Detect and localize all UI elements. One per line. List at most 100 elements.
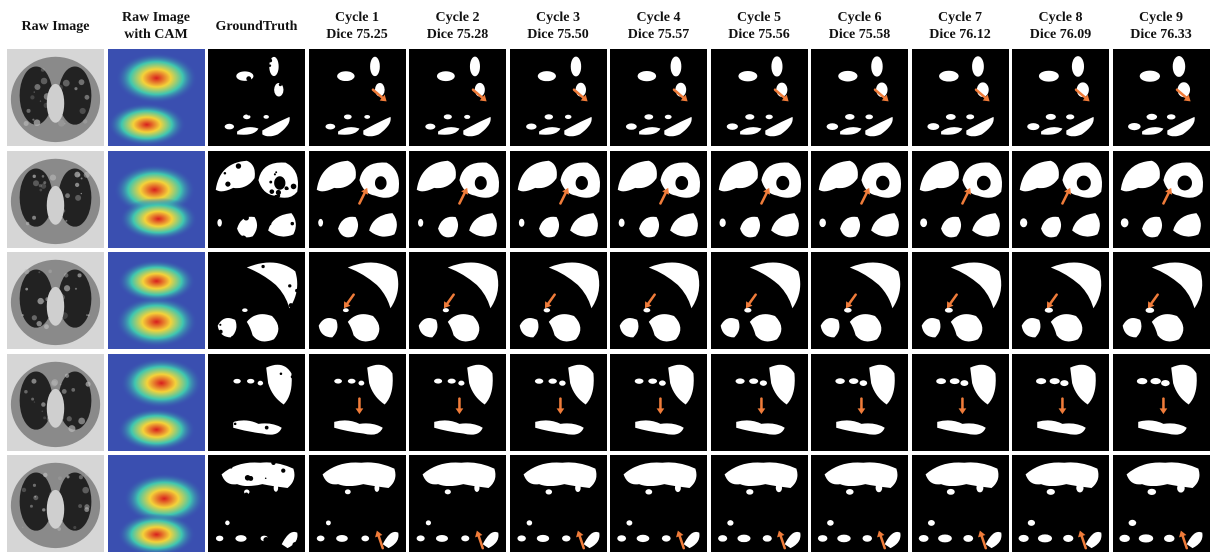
cam-hotspot-upper	[115, 296, 197, 348]
ct-mediastinum	[46, 185, 65, 225]
orange-arrow-icon	[759, 187, 770, 205]
mask-image	[509, 49, 607, 146]
mask-image	[811, 49, 908, 146]
cell-gt-row-2	[208, 150, 305, 248]
orange-arrow-icon	[1061, 187, 1072, 205]
mask-image	[409, 252, 506, 349]
mask-image	[1012, 353, 1109, 451]
mask-image	[409, 49, 506, 146]
segmentation-mask	[534, 364, 594, 435]
mask-background	[308, 49, 406, 146]
column-header-cam: Raw Image with CAM	[106, 6, 207, 46]
cell-c5-row-5	[710, 455, 808, 552]
mask-background	[710, 353, 808, 451]
mask-image	[610, 150, 707, 248]
mask-image	[811, 455, 908, 552]
mask-image	[911, 353, 1009, 451]
cell-c9-row-3	[1112, 252, 1210, 349]
cell-c3-row-3	[509, 252, 607, 349]
segmentation-mask	[215, 154, 299, 241]
mask-image	[509, 252, 607, 349]
orange-arrow-icon	[773, 88, 789, 102]
mask-background	[610, 353, 707, 451]
orange-arrow-icon	[572, 88, 588, 102]
cam-hotspot-upper	[123, 473, 205, 524]
mask-image	[1012, 49, 1109, 146]
orange-arrow-icon	[873, 88, 889, 102]
dice-score-label: Dice 75.50	[527, 27, 589, 42]
ct-lung-fields	[19, 472, 92, 531]
mask-image	[911, 455, 1009, 552]
cell-c1-row-5	[308, 455, 406, 552]
mask-background	[811, 353, 908, 451]
mask-background	[509, 49, 607, 146]
segmentation-mask	[416, 462, 499, 549]
orange-arrow-icon	[1178, 530, 1188, 550]
cell-c7-row-4	[911, 353, 1009, 451]
cam-hotspot-lower	[117, 513, 195, 552]
mask-image	[911, 150, 1009, 248]
mask-image	[208, 252, 305, 349]
cam-overlay-image	[107, 252, 205, 349]
orange-arrow-icon	[1058, 396, 1067, 414]
mask-background	[1012, 353, 1109, 451]
segmentation-mask	[1118, 462, 1203, 549]
orange-arrow-icon	[1046, 293, 1058, 309]
segmentation-mask	[818, 160, 902, 237]
cell-c8-row-4	[1012, 353, 1109, 451]
cell-raw-row-3	[7, 252, 104, 349]
column-title: Cycle 5	[737, 10, 781, 25]
mask-image	[509, 150, 607, 248]
ct-mediastinum	[46, 489, 65, 529]
orange-arrow-icon	[757, 396, 765, 414]
mask-image	[1112, 252, 1210, 349]
segmentation-mask	[213, 56, 301, 139]
mask-background	[208, 49, 305, 146]
segmentation-mask	[617, 462, 700, 549]
segmentation-mask	[318, 262, 398, 342]
orange-arrow-icon	[659, 187, 670, 205]
cell-c4-row-4	[610, 353, 707, 451]
mask-image	[610, 49, 707, 146]
orange-arrow-icon	[776, 530, 786, 550]
column-header-c8: Cycle 8 Dice 76.09	[1010, 6, 1111, 46]
column-header-c3: Cycle 3 Dice 75.50	[508, 6, 609, 46]
cam-overlay-image	[107, 150, 205, 248]
orange-arrow-icon	[974, 88, 990, 102]
ct-mediastinum	[46, 388, 65, 428]
mask-image	[308, 49, 406, 146]
dice-score-label: Dice 75.28	[426, 27, 489, 42]
cell-c2-row-2	[409, 150, 506, 248]
column-title: GroundTruth	[215, 18, 298, 34]
mask-image	[710, 455, 808, 552]
dice-score-label: Dice 75.58	[828, 27, 891, 42]
mask-background	[409, 49, 506, 146]
mask-image	[1012, 150, 1109, 248]
mask-background	[710, 49, 808, 146]
cell-cam-row-1	[107, 49, 205, 146]
cell-c4-row-5	[610, 455, 707, 552]
segmentation-mask	[1019, 160, 1103, 237]
orange-arrow-icon	[371, 88, 387, 102]
dice-score-label: Dice 76.12	[929, 27, 991, 42]
orange-arrow-icon	[676, 530, 685, 550]
cell-c9-row-4	[1112, 353, 1210, 451]
orange-arrow-icon	[1175, 88, 1191, 102]
cell-c5-row-4	[710, 353, 808, 451]
orange-arrow-icon	[860, 187, 871, 205]
column-title: Cycle 1	[335, 10, 379, 25]
cell-raw-row-1	[7, 49, 104, 146]
cam-overlay-image	[107, 49, 205, 146]
ct-lung-fields	[19, 167, 92, 227]
mask-image	[1112, 150, 1210, 248]
cell-c2-row-1	[409, 49, 506, 146]
column-subtitle: with CAM	[124, 27, 188, 42]
segmentation-mask	[634, 364, 694, 435]
mask-image	[1112, 49, 1210, 146]
orange-arrow-icon	[958, 396, 966, 414]
ct-scan-image	[7, 455, 104, 552]
dice-score-label: Dice 75.25	[326, 27, 388, 42]
orange-arrow-icon	[1147, 293, 1159, 309]
cell-c8-row-1	[1012, 49, 1109, 146]
